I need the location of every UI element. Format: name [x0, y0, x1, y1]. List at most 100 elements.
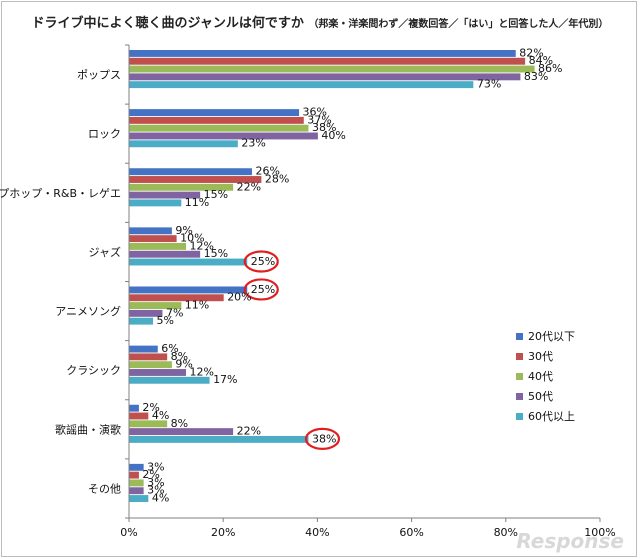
data-label: 23% — [241, 137, 265, 150]
bar — [129, 199, 182, 207]
data-label: 83% — [524, 70, 548, 83]
data-label: 38% — [312, 432, 336, 445]
data-label: 3% — [147, 476, 164, 489]
bar — [129, 73, 521, 81]
bar — [129, 168, 252, 176]
bar — [129, 471, 139, 479]
data-label: 7% — [166, 306, 183, 319]
bar — [129, 353, 168, 361]
bar — [129, 183, 234, 191]
data-label: 2% — [142, 468, 159, 481]
bar — [129, 109, 300, 117]
data-label: 28% — [265, 172, 289, 185]
data-label: 12% — [190, 239, 214, 252]
legend-label: 30代 — [528, 350, 553, 363]
bar — [129, 81, 474, 89]
watermark-logo: Response — [516, 529, 624, 553]
bar — [129, 435, 309, 443]
data-label: 11% — [185, 196, 209, 209]
legend-swatch — [516, 353, 523, 360]
bar — [129, 428, 234, 436]
x-tick-label: 60% — [399, 526, 423, 539]
bar — [129, 479, 144, 487]
data-label: 6% — [161, 342, 178, 355]
bar — [129, 116, 304, 124]
bar — [129, 294, 224, 302]
bar — [129, 487, 144, 495]
data-label: 25% — [251, 283, 275, 296]
bar — [129, 140, 238, 148]
data-label: 37% — [307, 113, 331, 126]
bar — [129, 412, 149, 420]
category-label: アニメソング — [55, 304, 121, 318]
data-label: 8% — [171, 417, 188, 430]
chart-title: ドライブ中によく聴く曲のジャンルは何ですか — [31, 16, 304, 31]
bar — [129, 317, 154, 325]
bar — [129, 50, 516, 57]
data-label: 36% — [303, 106, 327, 119]
data-label: 15% — [204, 247, 228, 260]
bar — [129, 176, 262, 183]
data-label: 38% — [312, 121, 336, 134]
bar — [129, 132, 318, 140]
bar — [129, 191, 201, 199]
data-label: 4% — [152, 491, 169, 504]
chart-subtitle: （邦楽・洋楽問わず／複数回答／「はい」と回答した人／年代別） — [308, 19, 609, 30]
bar — [129, 227, 172, 235]
legend-label: 40代 — [528, 370, 553, 383]
category-label: その他 — [88, 482, 121, 495]
bar — [129, 404, 139, 412]
bar — [129, 495, 149, 502]
category-label: ジャズ — [89, 245, 121, 259]
legend-label: 60代以上 — [528, 410, 575, 423]
category-label: ヒップホップ・R&B・レゲエ — [0, 187, 121, 200]
category-label: 歌謡曲・演歌 — [55, 422, 121, 436]
x-tick-label: 0% — [120, 526, 137, 539]
data-label: 3% — [147, 484, 164, 497]
bar — [129, 65, 535, 73]
bar — [129, 376, 210, 384]
data-label: 9% — [175, 224, 192, 237]
highlight-circle — [243, 250, 279, 273]
data-label: 10% — [180, 232, 204, 245]
legend-swatch — [516, 373, 523, 380]
bar — [129, 302, 182, 309]
bar — [129, 242, 187, 250]
x-tick-label: 40% — [305, 526, 329, 539]
data-label: 73% — [477, 78, 501, 91]
data-label: 4% — [152, 409, 169, 422]
data-label: 11% — [185, 299, 209, 312]
category-label: クラシック — [66, 364, 121, 377]
x-tick-label: 80% — [494, 526, 518, 539]
bar — [129, 124, 309, 132]
data-label: 9% — [175, 358, 192, 371]
data-label: 26% — [255, 165, 279, 178]
data-label: 12% — [190, 365, 214, 378]
bar — [129, 258, 248, 266]
highlight-circle — [243, 278, 279, 301]
category-label: ポップス — [77, 69, 121, 82]
highlight-circle — [304, 427, 341, 450]
bar — [129, 286, 248, 294]
chart-title-block: ドライブ中によく聴く曲のジャンルは何ですか （邦楽・洋楽問わず／複数回答／「はい… — [0, 12, 640, 31]
bar — [129, 369, 187, 376]
data-label: 22% — [237, 425, 261, 438]
data-label: 25% — [251, 255, 275, 268]
data-label: 22% — [237, 180, 261, 193]
legend-label: 50代 — [528, 390, 553, 403]
data-label: 17% — [213, 373, 237, 386]
bar — [129, 57, 526, 65]
data-label: 82% — [519, 46, 543, 59]
bar — [129, 361, 172, 369]
legend-swatch — [516, 333, 523, 340]
legend-swatch — [516, 393, 523, 400]
bar — [129, 250, 201, 258]
data-label: 5% — [157, 314, 174, 327]
bar — [129, 420, 168, 428]
x-tick-label: 20% — [211, 526, 235, 539]
legend-swatch — [516, 413, 523, 420]
data-label: 86% — [538, 62, 562, 75]
legend-label: 20代以下 — [528, 330, 575, 343]
data-label: 2% — [142, 401, 159, 414]
